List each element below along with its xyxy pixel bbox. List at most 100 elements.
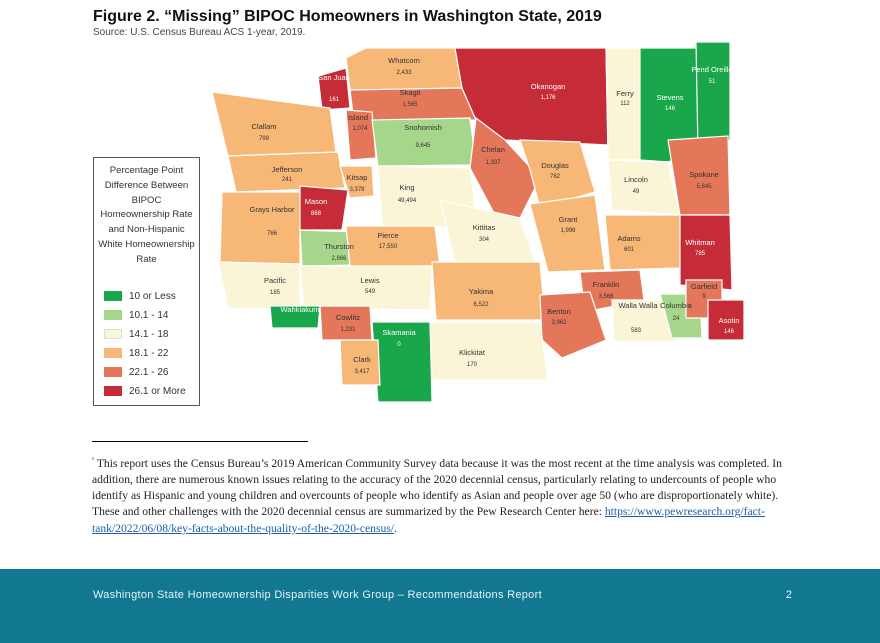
footnote-link-suffix: . [394, 521, 397, 535]
county-value-pacific: 185 [270, 290, 281, 296]
county-cowlitz [319, 305, 373, 341]
legend-swatch [104, 291, 122, 301]
county-value-skamania: 0 [397, 342, 401, 348]
county-name-ferry: Ferry [616, 89, 634, 98]
county-name-adams: Adams [617, 234, 641, 243]
county-value-clallam: 799 [259, 136, 270, 142]
legend-swatch [104, 348, 122, 358]
county-island [345, 109, 377, 161]
county-name-jefferson: Jefferson [272, 165, 303, 174]
legend-swatch [104, 386, 122, 396]
county-name-chelan: Chelan [481, 145, 505, 154]
legend-swatch [104, 367, 122, 377]
county-name-pierce: Pierce [377, 231, 398, 240]
county-value-lewis: 549 [365, 289, 376, 295]
footnote-marker: ¹ [92, 456, 95, 464]
county-name-clark: Clark [353, 355, 371, 364]
county-name-grays-harbor: Grays Harbor [249, 205, 295, 214]
county-name-skamania: Skamania [382, 328, 416, 337]
county-value-grays-harbor: 766 [267, 231, 278, 237]
page-number: 2 [785, 589, 792, 601]
county-name-garfield: Garfield [691, 282, 717, 291]
footer-report-title: Washington State Homeownership Dispariti… [93, 589, 542, 601]
legend-item: 26.1 or More [104, 385, 186, 397]
county-name-snohomish: Snohomish [404, 123, 442, 132]
county-value-snohomish: 9,645 [415, 143, 431, 149]
county-name-whitman: Whitman [685, 238, 715, 247]
county-value-clark: 3,417 [354, 369, 370, 375]
county-name-whatcom: Whatcom [388, 56, 420, 65]
figure-source: Source: U.S. Census Bureau ACS 1-year, 2… [93, 27, 306, 38]
legend-title: Percentage Point Difference Between BIPO… [98, 165, 195, 265]
county-value-whatcom: 2,433 [396, 70, 412, 76]
county-value-mason: 868 [311, 211, 322, 217]
county-value-whitman: 785 [695, 251, 706, 257]
county-name-thurston: Thurston [324, 242, 354, 251]
county-jefferson [227, 151, 346, 193]
county-name-franklin: Franklin [593, 280, 620, 289]
county-value-kittitas: 304 [479, 237, 490, 243]
county-name-clallam: Clallam [251, 122, 276, 131]
county-name-wahkiakum: Wahkiakum [281, 305, 320, 314]
county-value-pierce: 17,550 [379, 244, 398, 250]
legend-item: 18.1 - 22 [104, 347, 168, 359]
county-name-pend-oreille: Pend Oreille [691, 65, 732, 74]
county-lewis [299, 265, 433, 311]
county-name-stevens: Stevens [656, 93, 683, 102]
county-name-okanogan: Okanogan [531, 82, 566, 91]
county-clark [339, 339, 381, 386]
county-value-king: 49,494 [398, 198, 417, 204]
county-grays-harbor [219, 191, 301, 266]
footnote-divider [92, 441, 308, 442]
legend-swatch [104, 329, 122, 339]
county-mason [299, 185, 349, 231]
county-asotin [707, 299, 745, 341]
county-value-ferry: 112 [620, 101, 630, 107]
legend-swatch [104, 310, 122, 320]
county-san-juan [317, 67, 351, 111]
county-name-douglas: Douglas [541, 161, 569, 170]
county-value-san-juan: 161 [329, 97, 340, 103]
legend-item: 22.1 - 26 [104, 366, 168, 378]
county-name-king: King [399, 183, 414, 192]
county-klickitat [429, 321, 549, 381]
county-name-lincoln: Lincoln [624, 175, 648, 184]
county-value-columbia: 24 [673, 316, 680, 322]
legend-item: 10 or Less [104, 290, 176, 302]
county-value-franklin: 3,566 [598, 294, 614, 300]
legend-label: 10 or Less [129, 290, 176, 302]
county-name-klickitat: Klickitat [459, 348, 486, 357]
county-name-lewis: Lewis [360, 276, 379, 285]
county-value-asotin: 146 [724, 329, 735, 335]
county-wahkiakum [269, 305, 321, 329]
county-value-island: 1,074 [352, 126, 368, 132]
legend-label: 22.1 - 26 [129, 366, 169, 378]
county-name-kitsap: Kitsap [347, 173, 368, 182]
pew-research-link[interactable]: https://www.pewresearch.org/fact-tank/20… [92, 505, 765, 535]
county-whitman [679, 214, 733, 291]
county-value-spokane: 5,845 [696, 184, 712, 190]
page-footer: Washington State Homeownership Dispariti… [0, 569, 880, 643]
county-name-columbia: Columbia [660, 301, 693, 310]
county-lincoln [607, 159, 681, 216]
county-name-asotin: Asotin [719, 316, 740, 325]
county-value-kitsap: 3,378 [349, 187, 365, 193]
footnote-text: This report uses the Census Bureau’s 201… [92, 456, 782, 519]
county-value-okanogan: 1,176 [540, 95, 556, 101]
county-name-walla-walla: Walla Walla [618, 301, 658, 310]
washington-county-map: San Juan 161 Whatcom 2,433 Skagit 1,565 Okanog… [211, 41, 745, 403]
county-name-spokane: Spokane [689, 170, 719, 179]
legend-label: 18.1 - 22 [129, 347, 169, 359]
county-value-stevens: 146 [665, 106, 676, 112]
county-name-grant: Grant [559, 215, 579, 224]
map-legend: Percentage Point Difference Between BIPO… [93, 157, 200, 406]
county-value-adams: 601 [624, 247, 635, 253]
county-adams [604, 214, 681, 271]
county-whatcom [345, 47, 463, 91]
county-value-douglas: 782 [550, 174, 561, 180]
county-name-pacific: Pacific [264, 276, 286, 285]
county-value-walla-walla: 583 [631, 328, 642, 334]
county-value-thurston: 2,866 [331, 256, 347, 262]
county-value-yakima: 6,522 [473, 302, 489, 308]
county-value-jefferson: 241 [282, 177, 293, 183]
